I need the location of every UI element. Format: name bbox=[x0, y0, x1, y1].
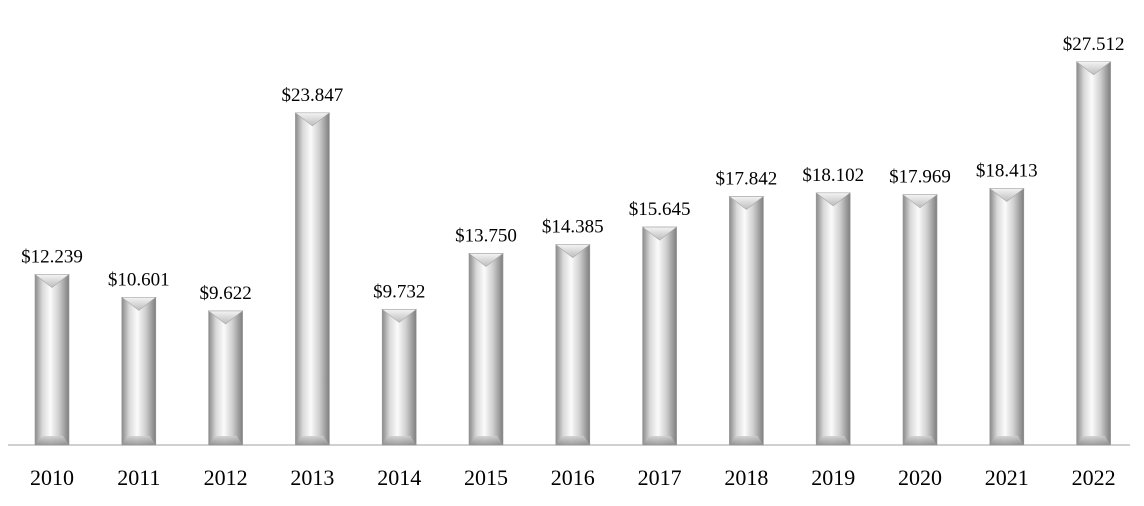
bar-value-label: $18.413 bbox=[976, 161, 1038, 182]
bar-cap bbox=[641, 226, 678, 241]
x-tick-label: 2017 bbox=[638, 465, 682, 490]
bar-base bbox=[989, 436, 1024, 445]
bar-cap bbox=[34, 274, 70, 288]
bar-base bbox=[295, 436, 330, 445]
x-tick-label: 2020 bbox=[898, 465, 942, 490]
bar-body bbox=[815, 192, 851, 446]
bar-base bbox=[382, 436, 417, 445]
x-tick-label: 2021 bbox=[985, 465, 1029, 490]
bar-body bbox=[295, 112, 330, 446]
x-tick-label: 2010 bbox=[30, 465, 74, 490]
x-tick-label: 2022 bbox=[1072, 465, 1116, 490]
bar-body bbox=[1076, 61, 1111, 446]
x-tick-label: 2018 bbox=[724, 465, 768, 490]
bar-body bbox=[642, 226, 677, 446]
bar bbox=[988, 188, 1025, 446]
bar bbox=[728, 196, 765, 446]
bar-base bbox=[729, 436, 764, 445]
bar-body bbox=[555, 244, 591, 446]
bar-value-label: $10.601 bbox=[108, 269, 170, 290]
bar-body bbox=[381, 309, 417, 446]
bar-base bbox=[816, 436, 851, 445]
bar-body bbox=[34, 274, 70, 446]
bar bbox=[641, 226, 678, 446]
bar-body bbox=[468, 253, 504, 446]
bar-base bbox=[555, 436, 590, 445]
bar-value-label: $14.385 bbox=[542, 217, 604, 238]
bar-value-label: $12.239 bbox=[21, 247, 83, 268]
bar bbox=[554, 244, 591, 446]
bar-cap bbox=[381, 309, 418, 323]
bar bbox=[34, 274, 70, 446]
value-labels-layer: $12.239 $10.601 $9.622 $23.847 $9.732 $13.750… bbox=[21, 34, 1124, 304]
bar-cap bbox=[120, 297, 157, 311]
bar bbox=[381, 309, 418, 446]
bar-body bbox=[121, 297, 157, 446]
bar-value-label: $15.645 bbox=[629, 199, 691, 220]
x-tick-label: 2015 bbox=[464, 465, 508, 490]
x-tick-label: 2016 bbox=[551, 465, 595, 490]
x-tick-labels-layer: 2010 2011 2012 2013 2014 2015 2016 2017 2018 2019… bbox=[30, 465, 1116, 490]
bar-base bbox=[35, 436, 69, 445]
bar bbox=[120, 297, 157, 446]
bar-body bbox=[208, 310, 243, 446]
bar-cap bbox=[294, 112, 331, 127]
bar bbox=[294, 112, 331, 446]
bar bbox=[902, 194, 938, 446]
bar-cap bbox=[468, 253, 504, 267]
bar-value-label: $9.732 bbox=[373, 281, 425, 302]
x-tick-label: 2014 bbox=[377, 465, 421, 490]
bar bbox=[1075, 61, 1112, 446]
x-tick-label: 2013 bbox=[290, 465, 334, 490]
bar-cap bbox=[207, 310, 244, 325]
bar-value-label: $23.847 bbox=[282, 85, 344, 106]
bar-base bbox=[121, 436, 156, 445]
bar-cap bbox=[815, 192, 852, 207]
bar-value-label: $13.750 bbox=[455, 225, 517, 246]
bar-base bbox=[642, 436, 677, 445]
bar-base bbox=[469, 436, 503, 445]
bar-base bbox=[208, 436, 243, 445]
bar-value-label: $18.102 bbox=[802, 165, 864, 186]
bars-layer bbox=[34, 61, 1112, 446]
bar-value-label: $17.842 bbox=[716, 168, 778, 189]
bar-value-label: $17.969 bbox=[889, 167, 951, 188]
bar-cap bbox=[902, 194, 938, 209]
bar-cap bbox=[554, 244, 591, 258]
bar-cap bbox=[728, 196, 765, 210]
bar-body bbox=[989, 188, 1025, 446]
bar-base bbox=[903, 436, 937, 445]
bar-body bbox=[729, 196, 764, 446]
x-tick-label: 2019 bbox=[811, 465, 855, 490]
bar bbox=[207, 310, 244, 446]
bar bbox=[468, 253, 504, 446]
x-tick-label: 2012 bbox=[204, 465, 248, 490]
bar-value-label: $27.512 bbox=[1063, 34, 1125, 55]
bar-cap bbox=[1075, 61, 1112, 76]
bar-base bbox=[1076, 436, 1111, 445]
x-tick-label: 2011 bbox=[117, 465, 160, 490]
bar bbox=[815, 192, 852, 446]
bar-body bbox=[902, 194, 938, 446]
bar-value-label: $9.622 bbox=[199, 283, 251, 304]
bar-cap bbox=[988, 188, 1025, 202]
